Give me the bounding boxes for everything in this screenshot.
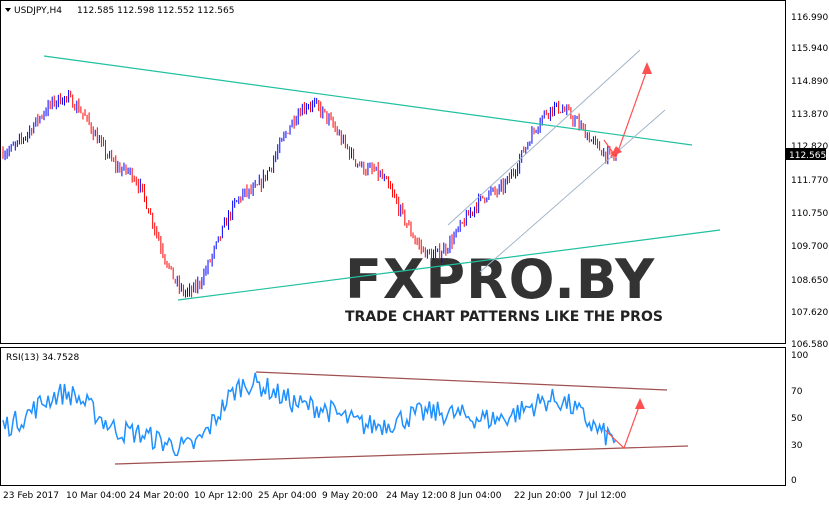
price-axis: 116.990 115.940 114.890 113.870 112.820 … xyxy=(791,13,828,350)
watermark-logo-text: FXPRO.BY xyxy=(345,248,655,311)
price-tick: 114.890 xyxy=(791,77,828,87)
lower-trend-line xyxy=(177,229,721,301)
price-tick: 115.940 xyxy=(791,44,828,54)
watermark-tagline: TRADE CHART PATTERNS LIKE THE PROS xyxy=(345,309,663,325)
channel-upper-line xyxy=(447,49,641,226)
upper-trend-line xyxy=(43,55,693,146)
channel-lower-line xyxy=(479,109,666,273)
time-tick: 10 Apr 12:00 xyxy=(194,491,253,501)
rsi-line xyxy=(2,372,617,457)
price-tick: 110.750 xyxy=(791,209,828,219)
rsi-tick: 100 xyxy=(791,351,808,361)
dropdown-triangle-icon[interactable] xyxy=(5,8,11,12)
price-tick: 109.700 xyxy=(791,242,828,252)
time-tick: 7 Jul 12:00 xyxy=(578,491,627,501)
price-tick: 116.990 xyxy=(791,13,828,23)
time-tick: 8 Jun 04:00 xyxy=(450,491,502,501)
price-forecast-arrowhead-up xyxy=(642,62,652,74)
rsi-lower-trend-line xyxy=(114,445,689,465)
rsi-forecast-path xyxy=(604,403,641,450)
price-candles xyxy=(2,89,617,298)
current-price-label: 112.565 xyxy=(789,151,826,161)
rsi-tick: 50 xyxy=(791,414,803,424)
rsi-tick: 30 xyxy=(791,441,803,451)
price-tick: 112.820 xyxy=(791,142,828,152)
rsi-upper-trend-line xyxy=(255,371,668,391)
price-forecast-arrowhead-down xyxy=(610,146,622,157)
time-tick: 24 May 12:00 xyxy=(386,491,448,501)
header-symbol: USDJPY,H4 xyxy=(14,6,62,16)
price-tick: 107.620 xyxy=(791,308,828,318)
time-tick: 24 Mar 20:00 xyxy=(129,491,189,501)
rsi-tick: 0 xyxy=(791,476,797,486)
price-tick: 108.650 xyxy=(791,276,828,286)
rsi-forecast-arrowhead-up xyxy=(635,398,645,409)
time-axis: 23 Feb 2017 10 Mar 04:00 24 Mar 20:00 10… xyxy=(3,491,627,501)
time-tick: 22 Jun 20:00 xyxy=(514,491,571,501)
time-tick: 25 Apr 04:00 xyxy=(258,491,317,501)
time-tick: 10 Mar 04:00 xyxy=(66,491,126,501)
time-tick: 23 Feb 2017 xyxy=(3,491,59,501)
price-forecast-path xyxy=(603,69,648,159)
price-tick: 111.770 xyxy=(791,176,828,186)
price-tick: 113.870 xyxy=(791,110,828,120)
price-panel-frame xyxy=(0,0,786,344)
rsi-label: RSI(13) 34.7528 xyxy=(6,353,79,363)
header-ohlc: 112.585 112.598 112.552 112.565 xyxy=(77,6,234,16)
rsi-tick: 70 xyxy=(791,387,803,397)
rsi-axis: 100 70 50 30 0 xyxy=(791,351,808,486)
rsi-panel-frame xyxy=(0,347,786,486)
rsi-series xyxy=(2,372,617,457)
time-tick: 9 May 20:00 xyxy=(322,491,378,501)
price-tick: 106.580 xyxy=(791,340,828,350)
current-price-box xyxy=(786,148,826,160)
